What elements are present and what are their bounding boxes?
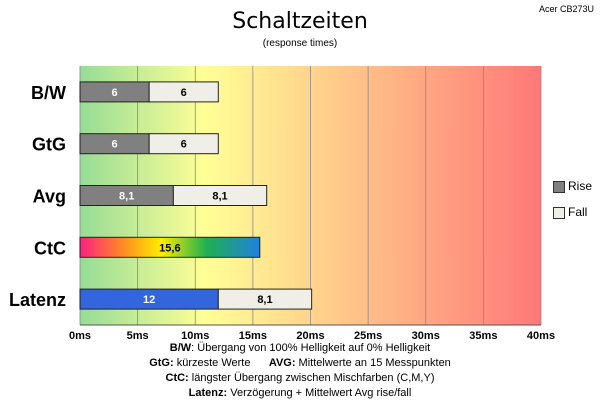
fall-bar [148,81,219,103]
category-label: Latenz [9,290,66,310]
x-tick-label: 40ms [527,330,555,342]
rise-bar-label: 15,6 [159,242,180,254]
legend-fall-label: Fall [568,205,588,219]
x-tick-label: 15ms [239,330,267,342]
x-tick-label: 25ms [354,330,382,342]
x-tick-label: 10ms [181,330,209,342]
fall-bar-label: 6 [181,87,187,99]
rise-bar-label: 6 [112,87,118,99]
note-gtg-avg: GtG: kürzeste Werte AVG: Mittelwerte an … [149,357,451,369]
category-label: GtG [32,135,66,155]
rise-bar-label: 8,1 [119,191,134,203]
monitor-name: Acer CB273U [539,4,594,14]
fall-bar-label: 8,1 [212,191,227,203]
fall-bar [148,133,219,155]
rise-bar-label: 12 [143,294,155,306]
note-ctc: CtC: längster Übergang zwischen Mischfar… [165,372,435,384]
x-tick-label: 30ms [412,330,440,342]
fall-bar [172,185,268,206]
x-tick-label: 0ms [69,330,91,342]
chart-title: Schaltzeiten [232,9,368,34]
fall-bar [217,288,313,310]
category-label: Avg [33,187,66,207]
legend-rise-swatch [553,181,565,193]
rise-bar [79,236,261,258]
chart-subtitle: (response times) [263,38,337,49]
x-tick-label: 5ms [127,330,149,342]
fall-bar-label: 8,1 [257,294,272,306]
axis-labels: 0ms 5ms 10ms 15ms 20ms 25ms 30ms 35ms 40ms B/W GtG… [9,83,555,342]
category-label: B/W [31,83,66,103]
bars: 6 6 6 6 8,1 8,1 15,6 12 8,1 [79,81,313,310]
note-bw: B/W: Übergang von 100% Helligkeit auf 0%… [169,342,431,354]
note-latency: Latenz: Verzögerung + Mittelwert Avg ris… [188,387,412,399]
fall-bar-label: 6 [181,139,187,151]
legend-rise-label: Rise [568,179,593,193]
rise-bar-label: 6 [112,139,118,151]
notes: B/W: Übergang von 100% Helligkeit auf 0%… [0,341,600,401]
x-tick-label: 35ms [469,330,497,342]
legend-fall-swatch [553,207,565,219]
category-label: CtC [34,238,66,258]
x-tick-label: 20ms [296,330,324,342]
